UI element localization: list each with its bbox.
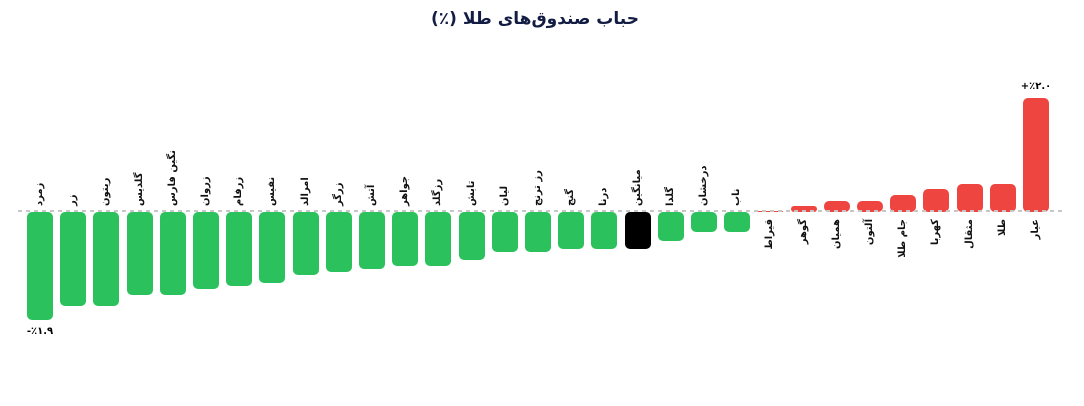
fund-bar bbox=[823, 200, 850, 212]
fund-label: ناب bbox=[731, 188, 743, 206]
fund-label: زر bbox=[67, 194, 79, 206]
fund-bar bbox=[359, 212, 385, 269]
fund-bar bbox=[93, 212, 120, 307]
fund-bar bbox=[458, 212, 485, 261]
fund-bar bbox=[126, 212, 153, 295]
fund-label: رزگلد bbox=[432, 178, 444, 206]
fund-label: نگین فارس bbox=[166, 150, 178, 206]
fund-label: جام طلا bbox=[897, 219, 909, 258]
fund-label: رز ترنج bbox=[532, 170, 543, 206]
fund-bar bbox=[657, 212, 684, 241]
fund-bar bbox=[923, 189, 950, 212]
fund-label: امرالد bbox=[299, 177, 311, 206]
fund-bar bbox=[890, 194, 917, 212]
fund-label: زمرد bbox=[34, 182, 45, 206]
fund-label: همیان bbox=[830, 219, 842, 250]
fund-bar bbox=[1023, 98, 1049, 212]
fund-label: طلا bbox=[996, 219, 1008, 237]
zero-baseline bbox=[18, 210, 1062, 212]
fund-label: گلدا bbox=[664, 186, 676, 206]
fund-label: زرفام bbox=[233, 176, 245, 206]
fund-bar bbox=[226, 212, 253, 287]
fund-label: درنا bbox=[598, 187, 610, 206]
fund-bar bbox=[491, 212, 518, 252]
fund-bar bbox=[724, 212, 751, 232]
fund-label: کهربا bbox=[930, 219, 942, 246]
fund-bar bbox=[159, 212, 186, 295]
fund-label: آلتون bbox=[864, 219, 875, 246]
fund-label: گنج bbox=[565, 188, 577, 206]
fund-bar bbox=[525, 212, 551, 252]
fund-label: زروان bbox=[200, 176, 211, 206]
fund-label: مثقال bbox=[963, 219, 975, 249]
fund-bar bbox=[27, 212, 53, 321]
fund-bar bbox=[292, 212, 319, 275]
value-annotation: +٪۲.۰ bbox=[1020, 81, 1052, 92]
fund-bar bbox=[259, 212, 286, 284]
fund-label: آتش bbox=[366, 184, 377, 206]
fund-bar bbox=[956, 183, 983, 212]
fund-label: لیان bbox=[498, 185, 510, 206]
fund-bar bbox=[857, 200, 883, 212]
fund-bar bbox=[591, 212, 618, 250]
fund-bar bbox=[60, 212, 87, 307]
fund-label: گوهر bbox=[797, 219, 809, 245]
mean-bar bbox=[624, 212, 651, 250]
fund-bar bbox=[691, 212, 717, 232]
fund-label: گلدیس bbox=[133, 172, 145, 206]
mean-label: میانگین bbox=[631, 169, 643, 206]
fund-label: قیراط bbox=[764, 219, 776, 250]
fund-bar bbox=[989, 183, 1016, 212]
fund-label: جواهر bbox=[399, 175, 411, 206]
fund-label: عیار bbox=[1030, 219, 1041, 240]
value-annotation: -٪۱.۹ bbox=[26, 326, 54, 338]
fund-label: تابش bbox=[465, 180, 477, 206]
fund-label: ریتون bbox=[100, 177, 112, 206]
fund-label: زرگر bbox=[332, 182, 344, 206]
fund-bar bbox=[325, 212, 352, 272]
fund-bar bbox=[193, 212, 219, 289]
fund-bar bbox=[392, 212, 419, 267]
fund-bar bbox=[558, 212, 585, 250]
fund-label: نفیس bbox=[266, 176, 278, 206]
fund-label: درخشان bbox=[698, 165, 709, 206]
fund-bar bbox=[790, 206, 817, 212]
fund-bar bbox=[425, 212, 452, 267]
chart-title: حباب صندوق‌های طلا (٪) bbox=[431, 9, 639, 29]
